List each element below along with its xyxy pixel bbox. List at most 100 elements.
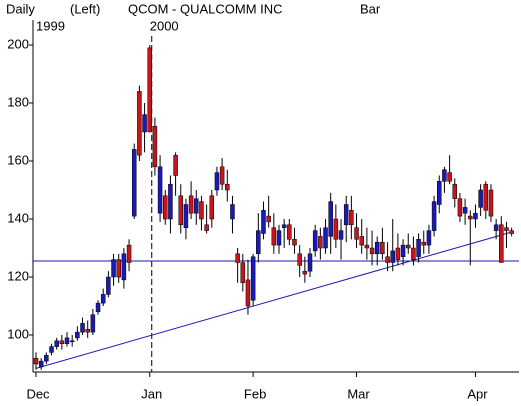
x-tick-label: Jan bbox=[141, 386, 162, 401]
candle-body bbox=[287, 224, 292, 240]
candle-body bbox=[405, 244, 411, 249]
candle-body bbox=[250, 256, 256, 301]
candle-body bbox=[385, 256, 390, 263]
x-tick-label: Dec bbox=[26, 386, 50, 401]
candle-body bbox=[493, 224, 499, 231]
candle-body bbox=[318, 236, 323, 249]
candle-body bbox=[209, 195, 215, 220]
y-tick-label: 100 bbox=[7, 326, 29, 341]
candle-body bbox=[80, 323, 85, 333]
x-tick-label: Apr bbox=[467, 386, 488, 401]
candle-body bbox=[509, 230, 514, 234]
candle-body bbox=[369, 247, 375, 255]
candle-body bbox=[157, 166, 163, 214]
header-style: Bar bbox=[360, 1, 381, 16]
candle-body bbox=[131, 149, 137, 217]
candle-body bbox=[478, 189, 483, 208]
candle-body bbox=[183, 204, 189, 228]
candle-body bbox=[307, 253, 313, 272]
candle-body bbox=[266, 215, 271, 223]
candle-body bbox=[292, 239, 297, 246]
candle-body bbox=[44, 355, 49, 362]
candle-body bbox=[126, 244, 132, 263]
candle-body bbox=[137, 91, 142, 156]
candle-body bbox=[297, 253, 302, 266]
candle-body bbox=[75, 331, 80, 339]
candle-body bbox=[380, 241, 385, 255]
y-tick-label: 200 bbox=[7, 36, 29, 51]
candle-body bbox=[235, 253, 240, 263]
candle-body bbox=[168, 183, 173, 220]
candle-body bbox=[328, 201, 333, 237]
candle-body bbox=[504, 227, 509, 231]
candle-body bbox=[411, 247, 416, 260]
candle-body bbox=[85, 328, 90, 333]
candle-body bbox=[354, 227, 359, 240]
candle-body bbox=[256, 230, 261, 255]
candle-body bbox=[281, 224, 287, 228]
candle-body bbox=[121, 253, 127, 281]
y-tick-label: 120 bbox=[7, 268, 29, 283]
candle-body bbox=[452, 183, 458, 199]
candle-body bbox=[214, 172, 220, 191]
candle-body bbox=[312, 230, 318, 252]
candle-body bbox=[163, 195, 168, 220]
candle-body bbox=[100, 294, 106, 304]
candle-body bbox=[457, 198, 463, 217]
candle-body bbox=[69, 340, 75, 343]
candle-body bbox=[204, 224, 209, 231]
candle-body bbox=[349, 210, 354, 226]
candle-body bbox=[431, 201, 437, 231]
candle-body bbox=[374, 241, 380, 255]
candle-body bbox=[199, 201, 204, 220]
candle-body bbox=[173, 154, 178, 176]
y-tick-label: 140 bbox=[7, 210, 29, 225]
candle-body bbox=[323, 227, 328, 249]
candle-body bbox=[147, 47, 152, 133]
candle-body bbox=[302, 270, 308, 275]
year-label: 1999 bbox=[36, 18, 65, 33]
year-label: 2000 bbox=[150, 18, 179, 33]
candle-body bbox=[343, 204, 349, 226]
candle-body bbox=[64, 337, 70, 344]
candle-body bbox=[33, 357, 39, 365]
chart-title: QCOM - QUALCOMM INC bbox=[128, 1, 283, 16]
candle-body bbox=[395, 247, 401, 260]
trend-line bbox=[35, 231, 512, 369]
candle-body bbox=[49, 346, 54, 353]
candle-body bbox=[95, 302, 101, 313]
candle-body bbox=[178, 195, 184, 226]
x-tick-label: Feb bbox=[244, 386, 266, 401]
candle-body bbox=[38, 360, 44, 368]
candle-body bbox=[447, 172, 452, 182]
candle-body bbox=[142, 114, 147, 133]
candle-body bbox=[261, 210, 266, 234]
candle-body bbox=[276, 230, 282, 246]
candle-body bbox=[225, 183, 230, 191]
candle-body bbox=[421, 241, 426, 246]
candle-body bbox=[390, 250, 395, 263]
candle-body bbox=[359, 236, 364, 246]
header-period: Daily bbox=[6, 1, 35, 16]
candle-body bbox=[245, 279, 251, 307]
candle-body bbox=[426, 230, 432, 246]
candle-body bbox=[271, 227, 277, 246]
x-tick-label: Mar bbox=[347, 386, 370, 401]
candle-body bbox=[54, 340, 59, 347]
candle-body bbox=[230, 204, 235, 220]
y-tick-label: 180 bbox=[7, 94, 29, 109]
candle-body bbox=[194, 198, 199, 214]
candle-body bbox=[468, 215, 473, 220]
header-axis: (Left) bbox=[70, 1, 100, 16]
y-tick-label: 160 bbox=[7, 152, 29, 167]
candle-body bbox=[483, 183, 489, 211]
candle-body bbox=[462, 207, 468, 214]
candle-body bbox=[59, 340, 65, 344]
candle-body bbox=[338, 230, 344, 240]
candle-body bbox=[400, 244, 406, 257]
candle-body bbox=[152, 125, 158, 168]
candle-body bbox=[333, 218, 339, 240]
candle-body bbox=[116, 259, 121, 278]
